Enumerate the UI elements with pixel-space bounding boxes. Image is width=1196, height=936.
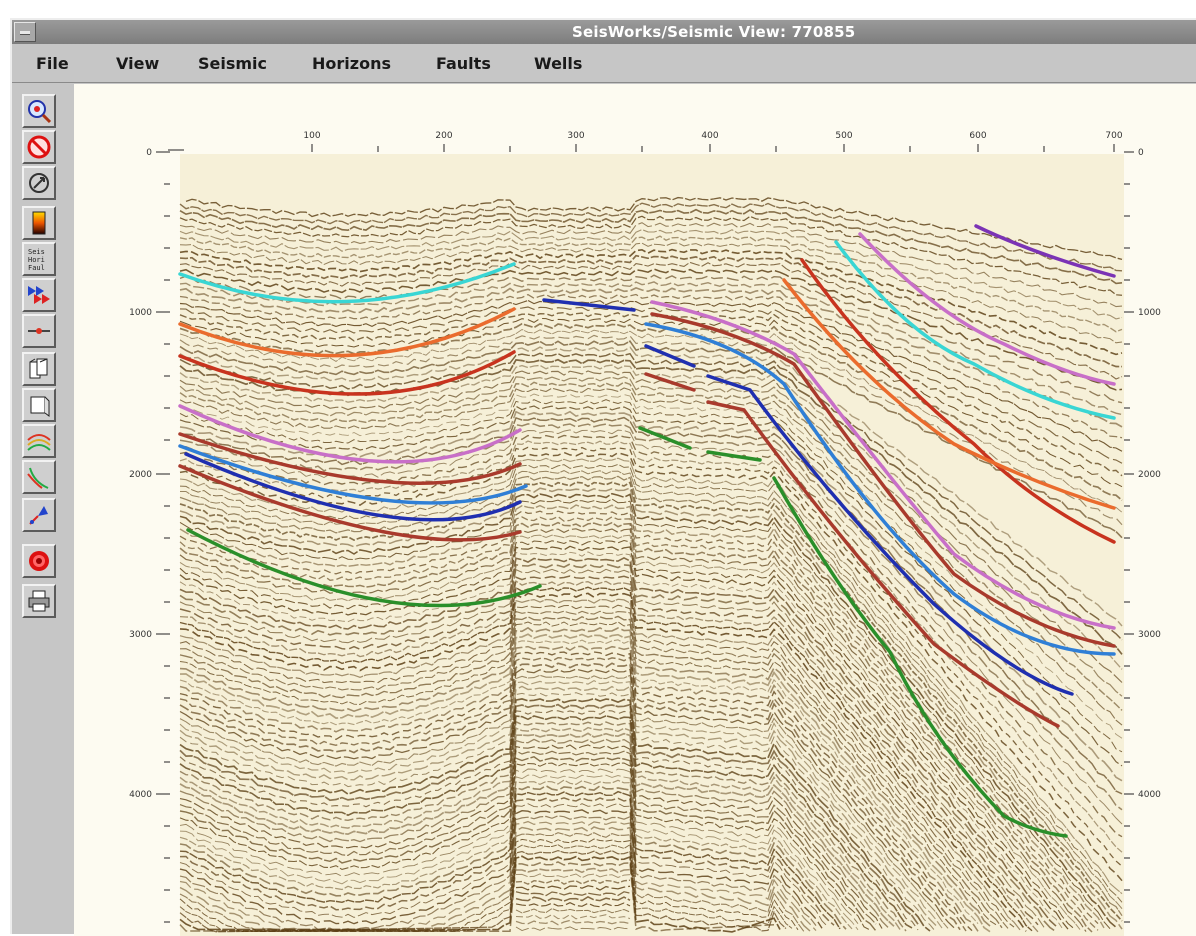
top-tick-label-300: 300 bbox=[567, 131, 584, 141]
horizon-green-right bbox=[638, 426, 1068, 838]
horizon-lightblue-right bbox=[644, 322, 1116, 656]
horizon-brown-right-2 bbox=[644, 372, 1060, 728]
menu-bar: File View Seismic Horizons Faults Wells bbox=[12, 46, 1196, 83]
right-tick-label-1000: 1000 bbox=[1138, 308, 1161, 318]
right-tick-label-0: 0 bbox=[1138, 148, 1144, 158]
target-icon bbox=[29, 551, 49, 571]
horizon-orange-right bbox=[782, 278, 1116, 510]
right-tick-label-3000: 3000 bbox=[1138, 630, 1161, 640]
print-icon bbox=[28, 590, 50, 612]
snap-icon bbox=[29, 506, 48, 525]
seis-hori-faul-button[interactable]: Seis Hori Faul bbox=[22, 242, 56, 276]
toggle-label-faul: Faul bbox=[28, 264, 45, 272]
copy-panel-button[interactable] bbox=[22, 352, 56, 386]
title-bar[interactable]: SeisWorks/Seismic View: 770855 bbox=[12, 20, 1196, 44]
horizon-red-right bbox=[800, 258, 1116, 544]
window-title: SeisWorks/Seismic View: 770855 bbox=[572, 23, 856, 41]
horizon-pink-left bbox=[178, 404, 522, 464]
horizon-pick-button[interactable] bbox=[22, 424, 56, 458]
menu-wells[interactable]: Wells bbox=[534, 54, 583, 73]
left-tick-label-3000: 3000 bbox=[129, 630, 152, 640]
top-tick-label-500: 500 bbox=[835, 131, 852, 141]
top-tick-label-200: 200 bbox=[435, 131, 452, 141]
horizon-purple-right bbox=[974, 224, 1116, 278]
left-tick-label-0: 0 bbox=[146, 148, 152, 158]
top-tick-label-100: 100 bbox=[303, 131, 320, 141]
seis-hori-faul-icon: Seis Hori Faul bbox=[28, 248, 45, 272]
horizon-pink-right bbox=[650, 300, 1116, 630]
color-bar-button[interactable] bbox=[22, 206, 56, 240]
horizon-brown-left-2 bbox=[178, 464, 522, 542]
copy-panel-icon bbox=[29, 358, 48, 379]
right-tick-label-2000: 2000 bbox=[1138, 470, 1161, 480]
display-arrows-icon bbox=[28, 286, 50, 304]
seismic-view-canvas[interactable]: 100 200 300 400 500 600 700 0 1000 2000 3000 4000 0 1… bbox=[74, 84, 1196, 936]
no-zoom-button[interactable] bbox=[22, 130, 56, 164]
left-tick-label-1000: 1000 bbox=[129, 308, 152, 318]
horizon-red-left bbox=[178, 350, 516, 396]
horizon-orange-left bbox=[178, 307, 516, 358]
horizon-lightblue-left bbox=[178, 444, 528, 505]
horizon-brown-left-1 bbox=[178, 432, 522, 485]
zoom-tool-button[interactable] bbox=[22, 94, 56, 128]
window-menu-button[interactable] bbox=[14, 22, 36, 42]
horizon-blue-right bbox=[644, 344, 1074, 696]
horizon-green-left bbox=[186, 528, 542, 608]
toggle-label-hori: Hori bbox=[28, 256, 45, 264]
left-tick-label-2000: 2000 bbox=[129, 470, 152, 480]
fault-pick-icon bbox=[27, 467, 49, 489]
no-zoom-icon bbox=[27, 135, 51, 159]
top-tick-label-400: 400 bbox=[701, 131, 718, 141]
color-bar-icon bbox=[32, 211, 46, 235]
horizon-cyan-left bbox=[178, 262, 516, 304]
target-button[interactable] bbox=[22, 544, 56, 578]
right-tick-label-4000: 4000 bbox=[1138, 790, 1161, 800]
print-button[interactable] bbox=[22, 584, 56, 618]
pick-line-button[interactable] bbox=[22, 314, 56, 348]
pick-line-icon bbox=[28, 328, 50, 334]
top-tick-label-700: 700 bbox=[1105, 131, 1122, 141]
menu-faults[interactable]: Faults bbox=[436, 54, 491, 73]
seismic-section[interactable]: 100 200 300 400 500 600 700 0 1000 2000 3000 4000 0 1… bbox=[74, 84, 1196, 936]
menu-horizons[interactable]: Horizons bbox=[312, 54, 391, 73]
horizon-pick-icon bbox=[27, 434, 51, 451]
panel-icon bbox=[30, 396, 50, 417]
toggle-label-seis: Seis bbox=[28, 248, 45, 256]
display-arrows-button[interactable] bbox=[22, 278, 56, 312]
zoom-tool-icon bbox=[28, 100, 52, 124]
refresh-icon bbox=[29, 173, 49, 193]
horizon-cyan-right bbox=[834, 240, 1116, 420]
horizon-brown-right-1 bbox=[650, 312, 1116, 648]
menu-view[interactable]: View bbox=[116, 54, 160, 73]
horizon-blue-left bbox=[184, 452, 522, 522]
fault-pick-button[interactable] bbox=[22, 460, 56, 494]
menu-file[interactable]: File bbox=[36, 54, 69, 73]
seisworks-window: SeisWorks/Seismic View: 770855 File View… bbox=[10, 18, 1196, 936]
snap-button[interactable] bbox=[22, 498, 56, 532]
horizon-pink-upper-right bbox=[858, 232, 1116, 386]
top-tick-label-600: 600 bbox=[969, 131, 986, 141]
panel-button[interactable] bbox=[22, 388, 56, 422]
refresh-button[interactable] bbox=[22, 166, 56, 200]
left-tick-label-4000: 4000 bbox=[129, 790, 152, 800]
menu-seismic[interactable]: Seismic bbox=[198, 54, 268, 73]
seismic-traces bbox=[179, 196, 1123, 933]
horizon-blue-mid bbox=[542, 298, 636, 312]
